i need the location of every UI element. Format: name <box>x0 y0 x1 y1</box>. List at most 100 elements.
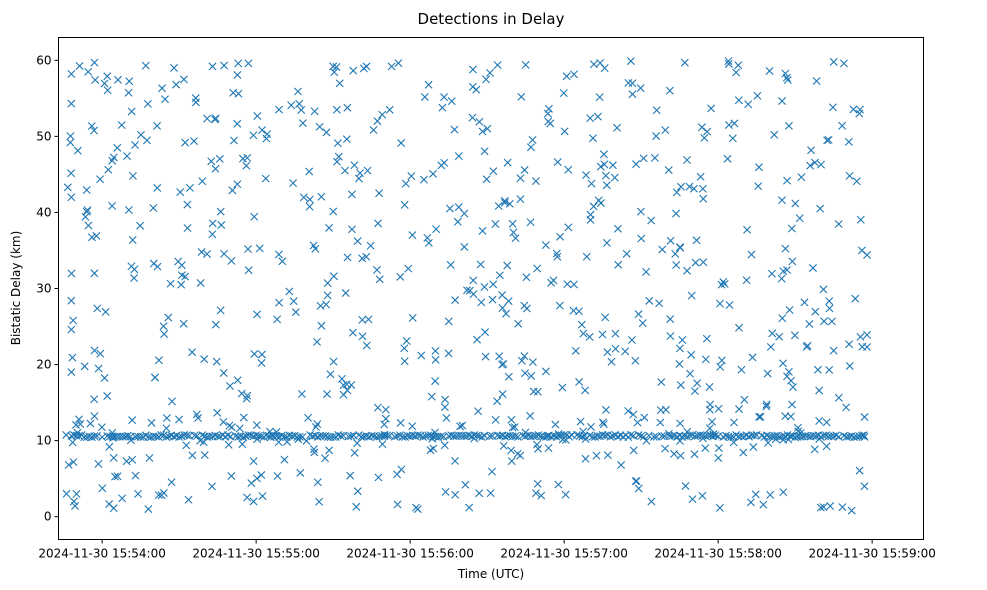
data-point <box>289 179 298 188</box>
data-point <box>701 355 710 364</box>
data-point <box>329 207 338 216</box>
data-point <box>517 92 526 101</box>
data-point <box>592 451 601 460</box>
data-point <box>528 358 537 367</box>
data-point <box>390 432 399 441</box>
x-tick-label: 2024-11-30 15:59:00 <box>808 547 935 561</box>
data-point <box>275 105 284 114</box>
data-point <box>624 406 633 415</box>
data-point <box>491 415 500 424</box>
data-point <box>329 357 338 366</box>
data-point <box>696 172 705 181</box>
data-point <box>589 202 598 211</box>
data-point <box>373 403 382 412</box>
data-point <box>477 298 486 307</box>
data-point <box>211 164 220 173</box>
data-point <box>123 152 132 161</box>
data-point <box>408 422 417 431</box>
data-point <box>762 400 771 409</box>
data-point <box>317 192 326 201</box>
data-point <box>381 405 390 414</box>
data-point <box>243 493 252 502</box>
data-point <box>216 207 225 216</box>
data-point <box>629 446 638 455</box>
data-point <box>537 491 546 500</box>
data-point <box>729 418 738 427</box>
data-point <box>581 386 590 395</box>
data-point <box>676 381 685 390</box>
data-point <box>555 301 564 310</box>
data-point <box>558 383 567 392</box>
data-point <box>108 201 117 210</box>
data-point <box>141 61 150 70</box>
data-point <box>217 221 226 230</box>
data-point <box>494 202 503 211</box>
data-point <box>349 66 358 75</box>
data-point <box>762 402 771 411</box>
data-point <box>228 186 237 195</box>
data-point <box>75 61 84 70</box>
data-point <box>375 275 384 284</box>
data-point <box>447 97 456 106</box>
data-point <box>128 416 137 425</box>
data-point <box>613 224 622 233</box>
data-point <box>816 503 825 512</box>
data-point <box>791 199 800 208</box>
data-point <box>397 465 406 474</box>
data-point <box>675 436 684 445</box>
data-point <box>108 156 117 165</box>
data-point <box>249 497 258 506</box>
data-point <box>208 62 217 71</box>
data-point <box>397 139 406 148</box>
data-point <box>67 169 76 178</box>
data-point <box>127 107 136 116</box>
data-point <box>233 70 242 79</box>
data-point <box>343 103 352 112</box>
data-point <box>764 438 773 447</box>
data-point <box>676 451 685 460</box>
y-tick-label: 10 <box>36 434 51 448</box>
data-point <box>69 316 78 325</box>
data-point <box>81 212 90 221</box>
data-point <box>413 505 422 514</box>
data-point <box>610 173 619 182</box>
data-point <box>808 264 817 273</box>
data-point <box>67 99 76 108</box>
data-point <box>642 436 651 445</box>
data-point <box>707 104 716 113</box>
data-point <box>76 420 85 429</box>
data-point <box>815 435 824 443</box>
data-point <box>310 107 319 116</box>
data-point <box>366 241 375 250</box>
data-point <box>380 430 389 439</box>
data-point <box>708 417 717 426</box>
data-point <box>100 374 109 383</box>
data-point <box>149 203 158 212</box>
data-point <box>127 262 136 271</box>
data-point <box>742 276 751 285</box>
data-point <box>101 307 110 316</box>
data-point <box>676 419 685 428</box>
data-point <box>90 412 99 421</box>
data-point <box>505 199 514 208</box>
data-point <box>367 431 376 440</box>
data-point <box>656 418 665 427</box>
data-point <box>642 267 651 276</box>
data-point <box>719 277 728 286</box>
data-point <box>626 430 635 439</box>
data-point <box>289 297 298 306</box>
data-point <box>362 341 371 350</box>
data-point <box>273 315 282 324</box>
data-point <box>67 269 76 278</box>
data-point <box>296 468 305 477</box>
data-point <box>347 190 356 199</box>
data-point <box>491 220 500 228</box>
data-point <box>636 84 645 93</box>
data-point <box>602 238 611 247</box>
data-point <box>188 348 197 357</box>
data-point <box>860 482 869 491</box>
data-point <box>285 287 294 296</box>
data-point <box>342 135 351 144</box>
data-point <box>783 265 792 274</box>
data-point <box>589 60 598 69</box>
